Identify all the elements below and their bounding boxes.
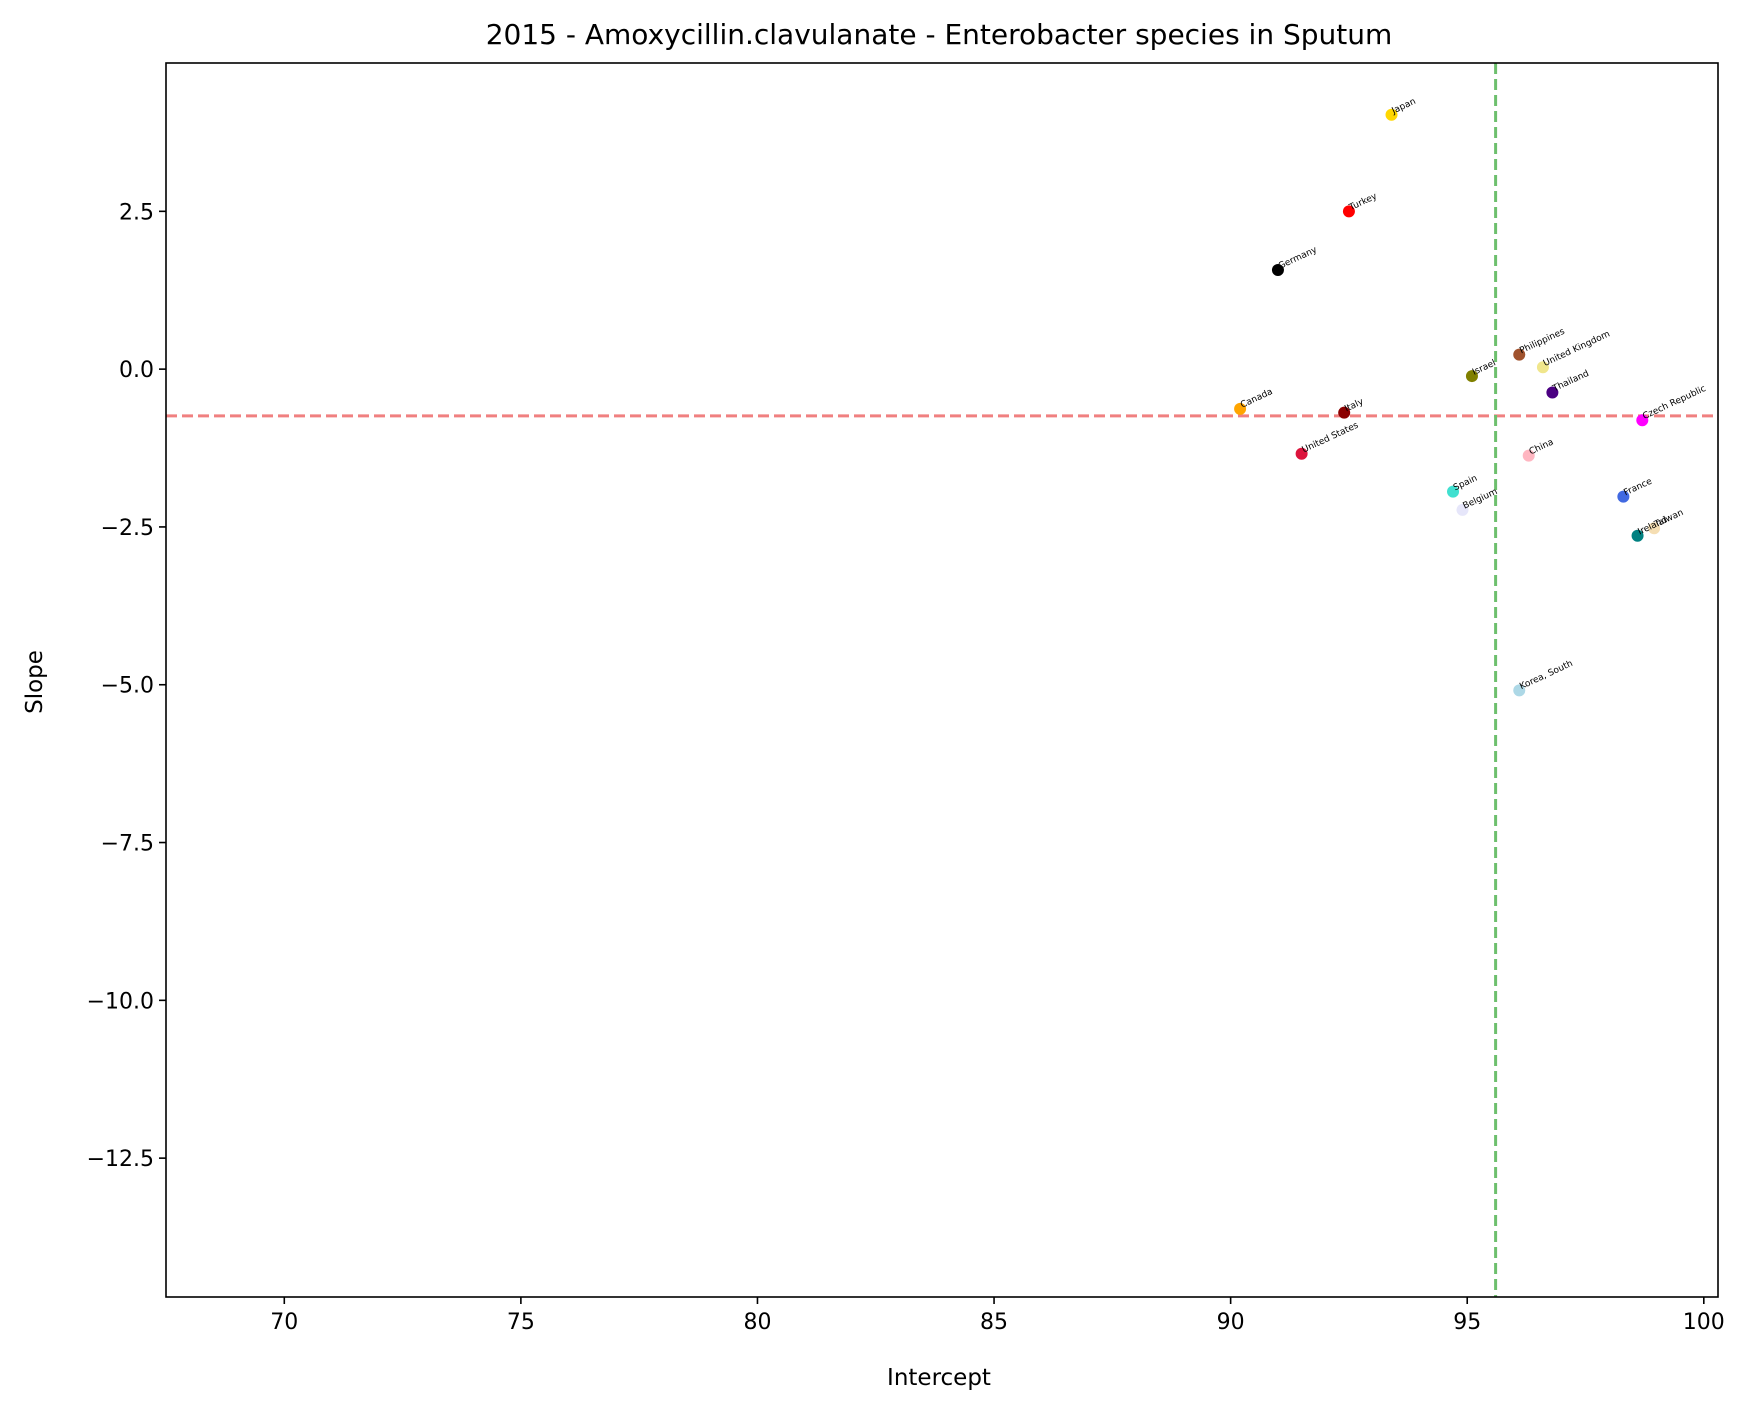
chart-title: 2015 - Amoxycillin.clavulanate - Enterob… <box>486 18 1393 51</box>
point-label: Korea, South <box>1518 659 1574 692</box>
y-tick-label: −10.0 <box>87 989 154 1014</box>
x-tick-label: 80 <box>743 1310 771 1335</box>
data-point <box>1617 490 1630 503</box>
x-tick-label: 70 <box>270 1310 298 1335</box>
y-tick-label: −7.5 <box>101 832 154 857</box>
data-point <box>1536 361 1549 374</box>
data-point <box>1234 402 1247 415</box>
data-point <box>1546 386 1559 399</box>
data-point <box>1447 485 1460 498</box>
y-tick-label: −5.0 <box>101 674 154 699</box>
data-point <box>1465 370 1478 383</box>
reference-lines <box>166 63 1718 1297</box>
data-point <box>1271 264 1284 277</box>
y-tick-label: 2.5 <box>119 200 154 225</box>
data-point <box>1295 447 1308 460</box>
y-axis-label: Slope <box>22 650 48 714</box>
y-tick-label: −2.5 <box>101 516 154 541</box>
x-tick-label: 85 <box>980 1310 1008 1335</box>
y-tick-label: 0.0 <box>119 358 154 383</box>
point-label: Israel <box>1471 358 1498 377</box>
data-point <box>1338 406 1351 419</box>
data-points <box>1234 108 1661 697</box>
point-label: Thailand <box>1551 369 1591 395</box>
data-point <box>1631 529 1644 542</box>
point-label: Spain <box>1452 474 1479 494</box>
data-point <box>1636 414 1649 427</box>
y-tick-label: −12.5 <box>87 1147 154 1172</box>
point-label: Turkey <box>1347 191 1379 213</box>
point-label: Taiwan <box>1652 508 1685 530</box>
data-point <box>1522 449 1535 462</box>
point-label: Italy <box>1343 397 1366 415</box>
point-label: France <box>1622 476 1654 498</box>
data-point <box>1648 522 1661 535</box>
x-tick-label: 100 <box>1683 1310 1725 1335</box>
x-tick-label: 95 <box>1453 1310 1481 1335</box>
point-label: Japan <box>1390 97 1418 117</box>
point-label: United States <box>1301 420 1361 455</box>
x-axis-ticks: 70 75 80 85 90 95 100 <box>270 1297 1725 1335</box>
data-point <box>1456 503 1469 516</box>
point-label: Belgium <box>1462 487 1500 512</box>
x-axis-label: Intercept <box>887 1365 991 1391</box>
data-point <box>1513 348 1526 361</box>
x-tick-label: 75 <box>507 1310 535 1335</box>
point-label: China <box>1528 437 1556 457</box>
data-point <box>1385 108 1398 121</box>
point-label: Germany <box>1277 245 1319 272</box>
data-point <box>1342 205 1355 218</box>
data-point <box>1513 684 1526 697</box>
y-axis-ticks: 2.5 0.0 −2.5 −5.0 −7.5 −10.0 −12.5 <box>87 200 166 1172</box>
x-tick-label: 90 <box>1217 1310 1245 1335</box>
point-label: Canada <box>1239 387 1274 411</box>
plot-frame <box>165 62 1719 1298</box>
